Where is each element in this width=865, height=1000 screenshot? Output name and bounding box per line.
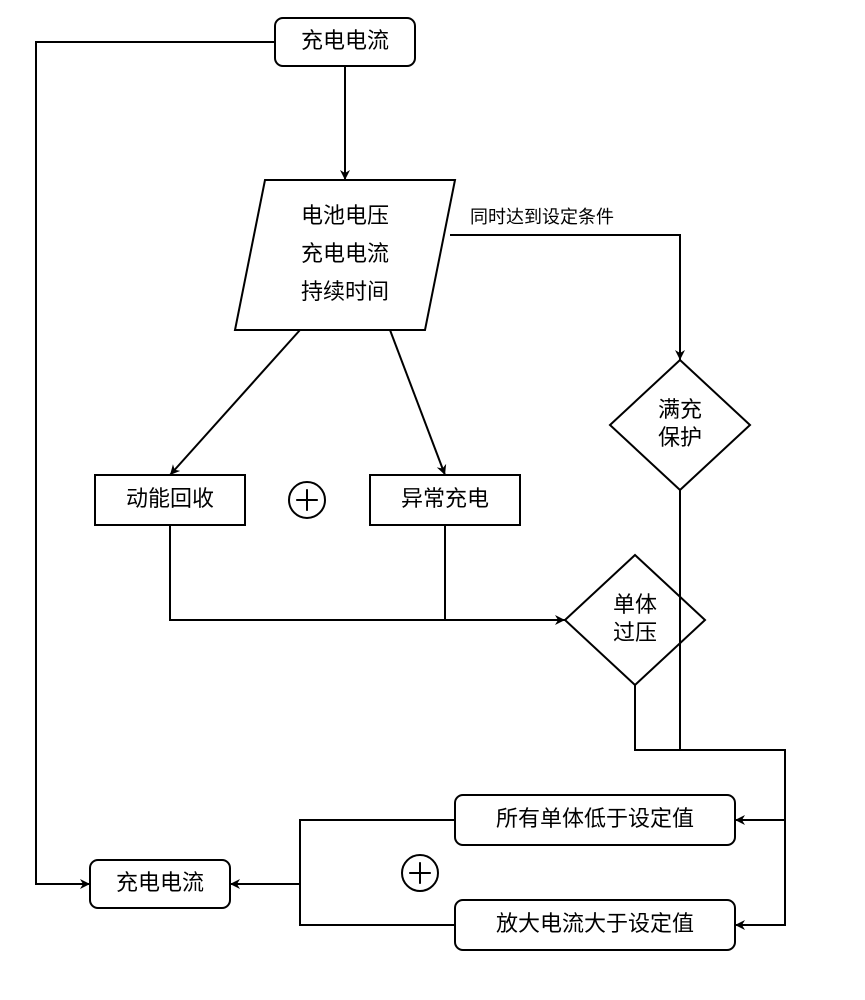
node-n1: 充电电流 xyxy=(275,18,415,66)
edge-8 xyxy=(735,820,785,925)
node-n9: 充电电流 xyxy=(90,860,230,908)
node-n5: 异常充电 xyxy=(370,475,520,525)
edge-7 xyxy=(680,490,785,820)
edge-5 xyxy=(170,525,565,620)
svg-text:充电电流: 充电电流 xyxy=(301,241,389,266)
node-xor2 xyxy=(402,855,438,891)
svg-text:充电电流: 充电电流 xyxy=(301,28,389,53)
node-n2: 电池电压充电电流持续时间 xyxy=(235,180,455,330)
edge-4 xyxy=(390,330,445,475)
edge-2 xyxy=(450,235,680,360)
svg-text:放大电流大于设定值: 放大电流大于设定值 xyxy=(496,911,694,936)
svg-text:保护: 保护 xyxy=(658,425,702,450)
svg-text:电池电压: 电池电压 xyxy=(301,203,389,228)
node-n4: 动能回收 xyxy=(95,475,245,525)
node-n8: 放大电流大于设定值 xyxy=(455,900,735,950)
edge-3 xyxy=(170,330,300,475)
svg-text:异常充电: 异常充电 xyxy=(401,486,489,511)
flowchart-canvas: 充电电流电池电压充电电流持续时间满充保护动能回收异常充电单体过压所有单体低于设定… xyxy=(0,0,865,1000)
edge-9 xyxy=(635,685,680,750)
svg-text:满充: 满充 xyxy=(658,397,702,422)
node-xor1 xyxy=(289,482,325,518)
svg-text:过压: 过压 xyxy=(613,620,657,645)
node-n6: 单体过压 xyxy=(565,555,705,685)
svg-text:动能回收: 动能回收 xyxy=(126,486,214,511)
svg-text:充电电流: 充电电流 xyxy=(116,870,204,895)
edge-label-condition: 同时达到设定条件 xyxy=(470,207,614,227)
svg-text:所有单体低于设定值: 所有单体低于设定值 xyxy=(496,806,694,831)
svg-text:单体: 单体 xyxy=(613,592,657,617)
svg-text:持续时间: 持续时间 xyxy=(301,279,389,304)
edge-11 xyxy=(300,884,455,925)
node-n3: 满充保护 xyxy=(610,360,750,490)
node-n7: 所有单体低于设定值 xyxy=(455,795,735,845)
edge-0 xyxy=(36,42,275,884)
